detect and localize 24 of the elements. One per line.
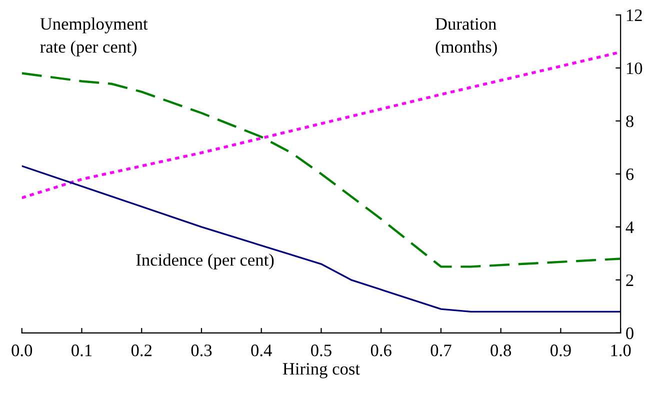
line-series bbox=[22, 72, 621, 268]
x-tick-label: 0.1 bbox=[72, 344, 92, 356]
x-tick-label: 0.8 bbox=[490, 344, 512, 356]
series-label: Unemployment rate (per cent) bbox=[40, 18, 148, 56]
y-tick-label: 10 bbox=[626, 62, 642, 74]
x-tick-label: 0.3 bbox=[191, 344, 212, 356]
x-axis-title: Hiring cost bbox=[282, 363, 360, 378]
series-label: Incidence (per cent) bbox=[136, 254, 274, 270]
x-tick-label: 1.0 bbox=[611, 344, 631, 356]
y-tick-label: 8 bbox=[626, 115, 634, 128]
series-label: Duration (months) bbox=[435, 18, 497, 56]
x-tick-label: 0.0 bbox=[12, 344, 32, 356]
x-tick-label: 0.7 bbox=[430, 344, 452, 356]
y-tick-label: 12 bbox=[626, 10, 642, 22]
y-tick-label: 0 bbox=[626, 327, 634, 340]
y-tick-label: 4 bbox=[626, 222, 634, 233]
line-series bbox=[22, 165, 621, 313]
x-tick-label: 0.2 bbox=[131, 344, 152, 356]
y-tick-label: 2 bbox=[626, 274, 634, 286]
x-tick-label: 0.9 bbox=[550, 344, 571, 356]
x-tick-label: 0.6 bbox=[370, 344, 392, 356]
x-tick-label: 0.5 bbox=[311, 344, 332, 356]
y-tick-label: 6 bbox=[626, 168, 634, 180]
x-tick-label: 0.4 bbox=[251, 344, 272, 356]
